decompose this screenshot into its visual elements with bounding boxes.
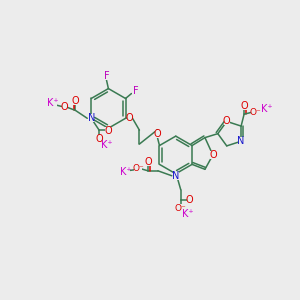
FancyBboxPatch shape <box>103 72 109 80</box>
Text: O⁻: O⁻ <box>175 204 187 213</box>
FancyBboxPatch shape <box>133 87 138 94</box>
Text: O: O <box>104 126 112 136</box>
FancyBboxPatch shape <box>177 205 185 212</box>
Text: N: N <box>88 113 95 123</box>
FancyBboxPatch shape <box>134 165 142 173</box>
FancyBboxPatch shape <box>145 158 151 166</box>
Text: O⁻: O⁻ <box>132 164 144 173</box>
FancyBboxPatch shape <box>122 168 130 176</box>
Text: K⁺: K⁺ <box>120 167 132 177</box>
Text: F: F <box>133 85 138 96</box>
FancyBboxPatch shape <box>96 135 102 143</box>
FancyBboxPatch shape <box>210 151 216 159</box>
FancyBboxPatch shape <box>61 103 68 111</box>
FancyBboxPatch shape <box>238 137 244 145</box>
FancyBboxPatch shape <box>241 102 247 110</box>
Text: O: O <box>209 150 217 160</box>
Text: O: O <box>126 113 133 123</box>
FancyBboxPatch shape <box>187 196 193 203</box>
FancyBboxPatch shape <box>173 172 179 180</box>
FancyBboxPatch shape <box>224 117 230 125</box>
Text: O: O <box>186 194 194 205</box>
Text: K⁺: K⁺ <box>101 140 113 150</box>
FancyBboxPatch shape <box>48 100 57 107</box>
Text: O: O <box>223 116 230 126</box>
Text: K⁺: K⁺ <box>261 104 273 114</box>
Text: N: N <box>172 171 179 181</box>
Text: O: O <box>61 102 68 112</box>
Text: N: N <box>237 136 245 146</box>
FancyBboxPatch shape <box>72 98 78 105</box>
Text: K⁺: K⁺ <box>182 209 194 219</box>
Text: O: O <box>95 134 103 144</box>
Text: K⁺: K⁺ <box>47 98 58 108</box>
FancyBboxPatch shape <box>251 108 259 116</box>
FancyBboxPatch shape <box>127 114 133 122</box>
Text: O: O <box>154 129 161 139</box>
Text: O: O <box>72 97 79 106</box>
FancyBboxPatch shape <box>154 130 160 138</box>
Text: F: F <box>103 71 109 81</box>
Text: O⁻: O⁻ <box>249 108 261 117</box>
Text: O: O <box>144 157 152 167</box>
FancyBboxPatch shape <box>263 105 271 113</box>
FancyBboxPatch shape <box>88 114 94 122</box>
FancyBboxPatch shape <box>103 141 111 149</box>
Text: O: O <box>240 101 248 111</box>
FancyBboxPatch shape <box>184 210 192 218</box>
FancyBboxPatch shape <box>105 127 111 135</box>
